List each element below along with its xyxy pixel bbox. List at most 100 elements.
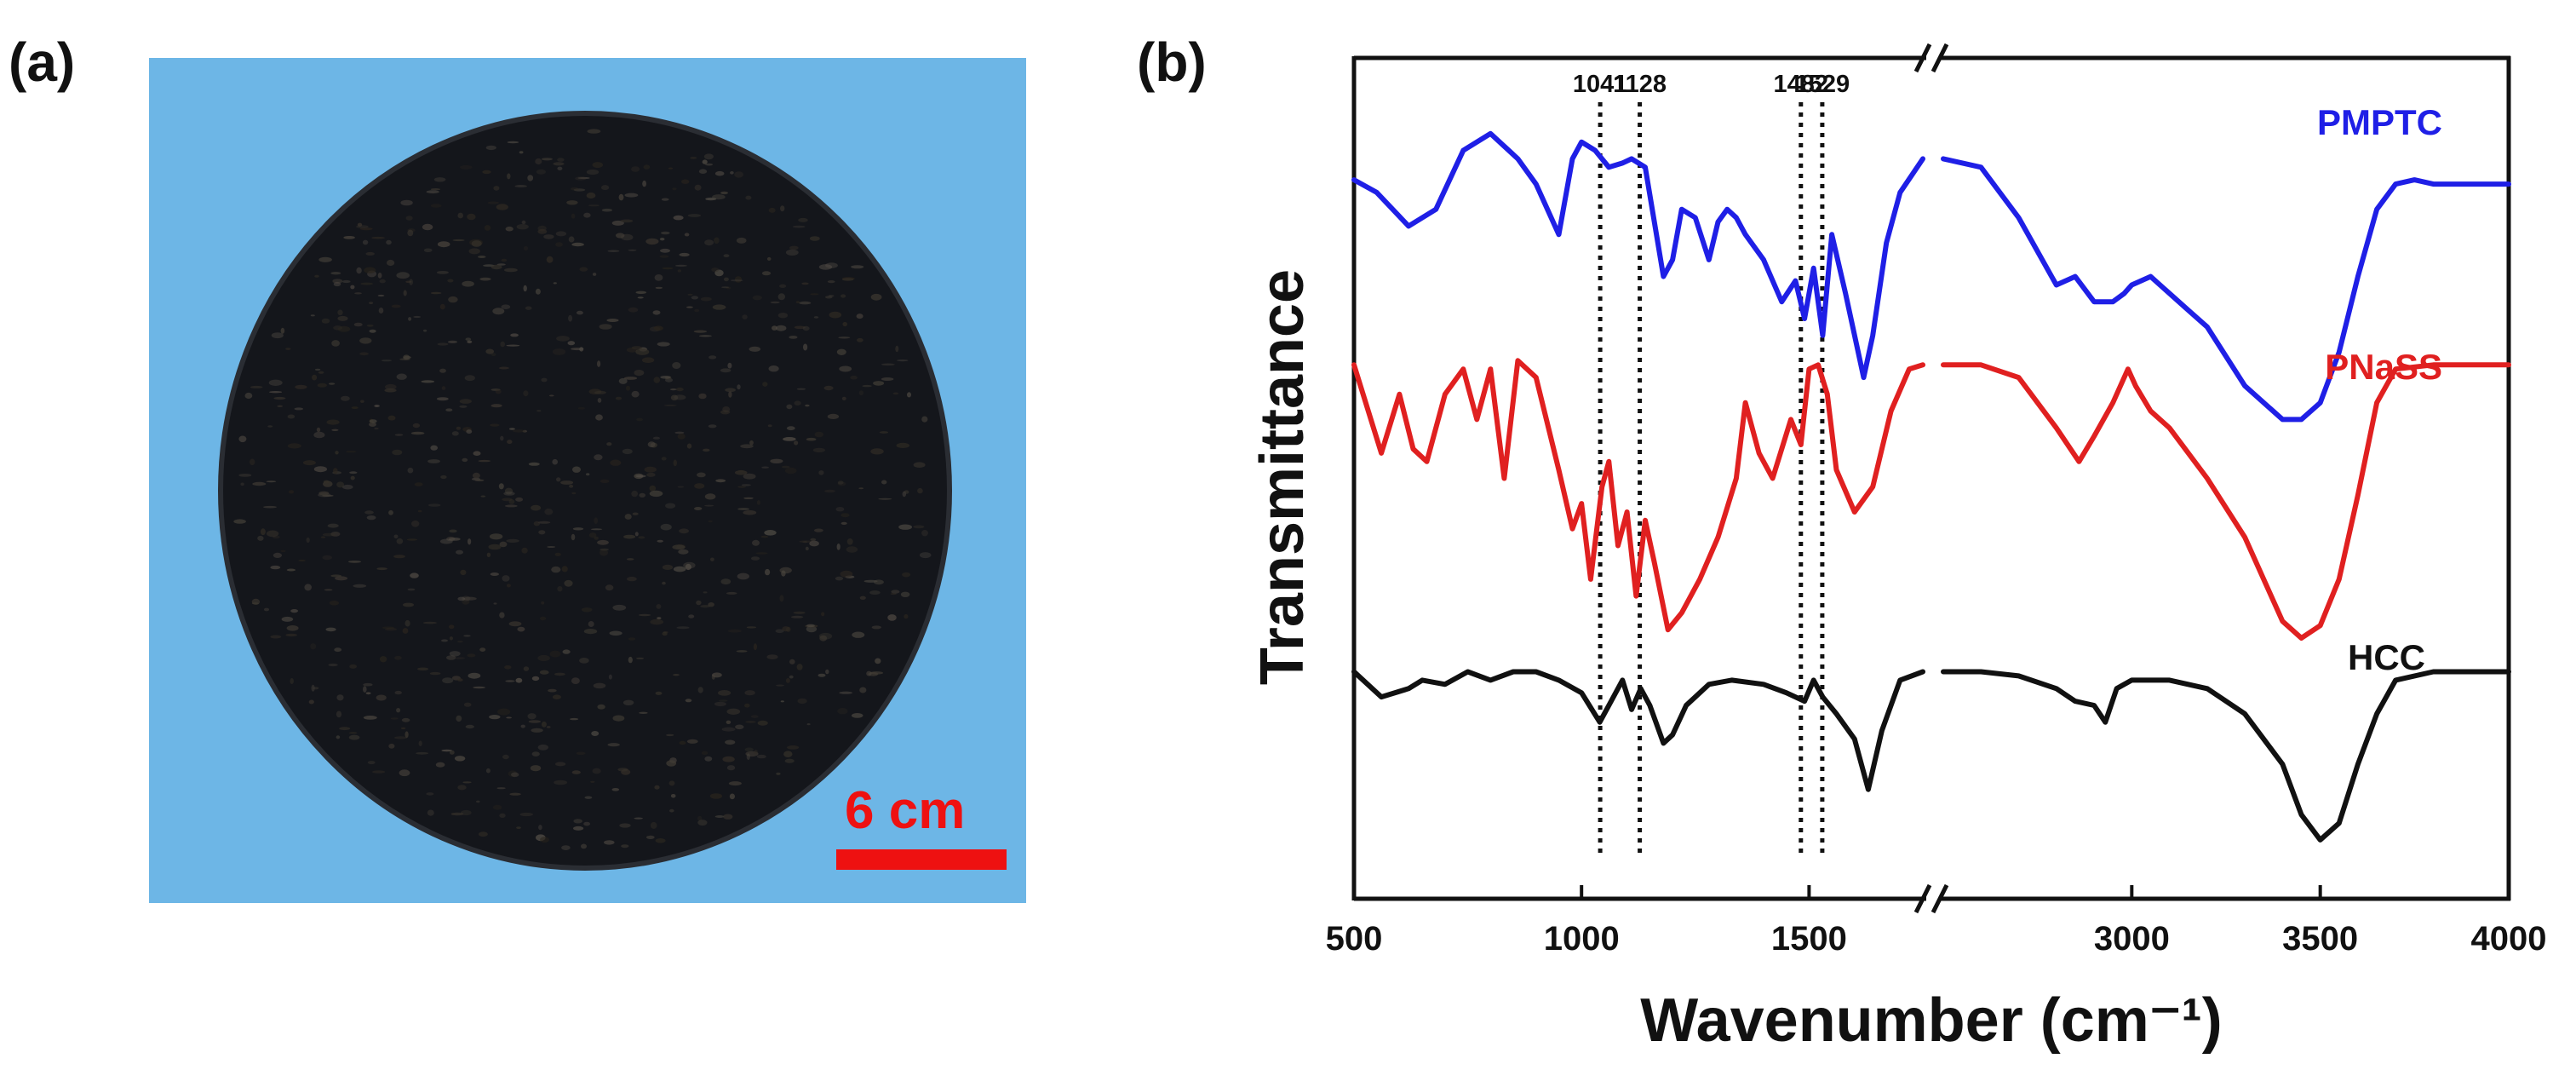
film-speck — [273, 552, 282, 559]
film-speck — [527, 713, 536, 720]
film-speck — [456, 426, 462, 430]
film-speck — [595, 414, 603, 421]
film-speck — [871, 625, 881, 630]
film-speck — [407, 588, 416, 591]
film-speck — [746, 753, 750, 760]
film-speck — [794, 400, 801, 406]
film-speck — [892, 392, 899, 395]
film-speck — [745, 195, 752, 200]
film-speck — [257, 535, 264, 541]
film-speck — [657, 342, 670, 347]
series-line-pnass-right — [1941, 362, 2511, 641]
film-speck — [878, 498, 892, 500]
film-speck — [333, 468, 338, 475]
film-speck — [789, 336, 798, 339]
film-speck — [407, 467, 414, 474]
film-speck — [673, 459, 677, 467]
film-speck — [539, 616, 547, 621]
film-speck — [341, 395, 350, 401]
film-speck — [298, 559, 306, 562]
film-speck — [333, 281, 341, 287]
film-speck — [541, 721, 547, 728]
film-speck — [393, 736, 408, 739]
film-speck — [673, 674, 680, 676]
film-speck — [594, 454, 603, 461]
film-speck — [631, 346, 642, 350]
film-speck — [623, 377, 638, 380]
film-speck — [486, 552, 491, 557]
film-speck — [571, 492, 577, 495]
film-speck — [624, 514, 632, 520]
film-speck — [503, 492, 515, 496]
film-speck — [541, 158, 553, 161]
film-speck — [726, 765, 736, 771]
film-speck — [567, 341, 576, 346]
film-speck — [725, 388, 736, 393]
film-speck — [851, 265, 864, 269]
film-speck — [767, 424, 772, 428]
film-speck — [521, 220, 526, 225]
film-speck — [583, 629, 598, 635]
film-speck — [313, 687, 319, 690]
film-speck — [510, 333, 519, 337]
film-speck — [372, 770, 386, 774]
film-speck — [704, 493, 716, 500]
film-speck — [670, 394, 679, 401]
film-speck — [813, 316, 819, 319]
film-speck — [474, 479, 485, 481]
film-speck — [386, 259, 395, 267]
film-speck — [793, 611, 806, 614]
film-speck — [635, 348, 650, 355]
film-speck — [887, 614, 897, 621]
film-speck — [390, 717, 399, 720]
film-speck — [737, 384, 741, 390]
film-speck — [600, 548, 609, 551]
film-speck — [881, 480, 887, 485]
film-speck — [635, 291, 647, 294]
film-texture — [233, 129, 932, 850]
film-speck — [571, 533, 576, 541]
film-speck — [789, 659, 795, 664]
series-label-pmptc: PMPTC — [2317, 102, 2442, 142]
film-speck — [607, 250, 620, 252]
film-speck — [439, 538, 453, 544]
film-speck — [448, 538, 461, 541]
film-speck — [655, 691, 663, 695]
film-speck — [478, 831, 488, 837]
film-speck — [628, 656, 633, 664]
film-speck — [353, 322, 363, 327]
film-speck — [277, 405, 284, 407]
film-speck — [523, 246, 529, 250]
film-speck — [501, 304, 511, 310]
film-speck — [626, 558, 634, 561]
film-speck — [463, 596, 477, 601]
film-speck — [280, 549, 286, 553]
film-speck — [427, 503, 441, 507]
chart-frame — [1351, 43, 2511, 914]
x-ticks: 500 1000 1500 3000 3500 4000 — [1326, 885, 2546, 958]
film-speck — [698, 169, 708, 174]
film-speck — [581, 607, 593, 613]
film-speck — [488, 544, 502, 550]
film-speck — [586, 192, 596, 199]
film-speck — [686, 739, 698, 744]
film-speck — [538, 530, 546, 535]
film-speck — [523, 666, 530, 671]
film-speck — [661, 198, 669, 201]
film-speck — [472, 472, 480, 479]
film-speck — [644, 466, 657, 473]
film-speck — [661, 231, 670, 235]
film-speck — [528, 462, 540, 466]
reference-label-1041: 1041 — [1573, 71, 1628, 98]
film-speck — [734, 276, 743, 283]
film-speck — [696, 600, 702, 606]
film-speck — [798, 217, 808, 222]
film-speck — [462, 280, 474, 287]
film-speck — [781, 570, 786, 577]
film-speck — [463, 702, 472, 707]
film-speck — [417, 667, 429, 671]
film-speck — [548, 394, 554, 397]
film-speck — [705, 163, 714, 166]
film-speck — [780, 700, 784, 703]
film-speck — [570, 717, 579, 721]
